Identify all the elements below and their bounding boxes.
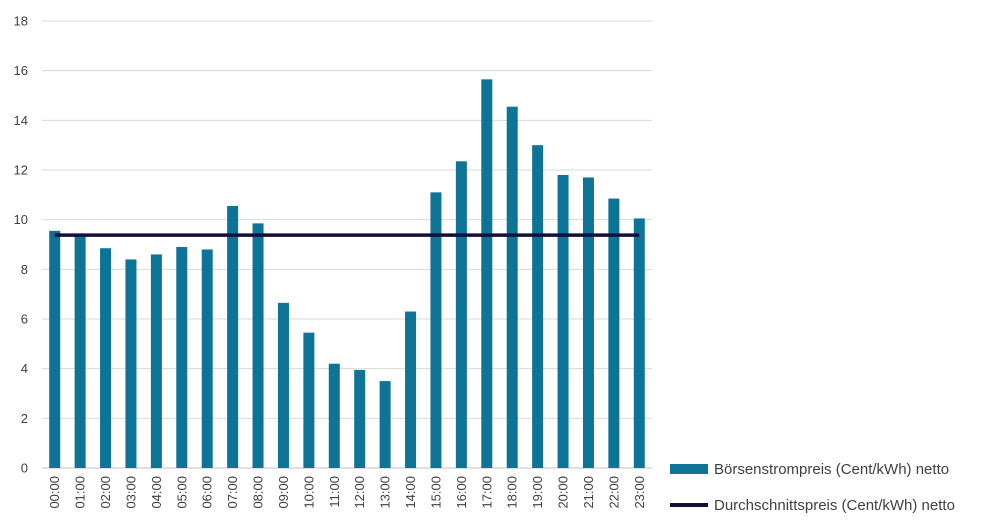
x-tick-label: 02:00 [98,476,113,509]
bar [506,106,518,469]
legend-swatch-bar [670,464,708,474]
bar [328,363,340,468]
bar [608,198,620,468]
bar [125,259,137,468]
x-tick-label: 00:00 [47,476,62,509]
x-tick-label: 09:00 [276,476,291,509]
legend-label-bar: Börsenstrompreis (Cent/kWh) netto [714,460,950,478]
bar [74,234,86,468]
bar [176,246,188,468]
y-tick-label: 18 [14,14,28,29]
x-tick-label: 03:00 [123,476,138,509]
x-tick-label: 08:00 [251,476,266,509]
x-tick-label: 23:00 [632,476,647,509]
x-tick-label: 05:00 [174,476,189,509]
legend-label-line: Durchschnittspreis (Cent/kWh) netto [714,496,955,514]
x-tick-label: 10:00 [301,476,316,509]
legend: Börsenstrompreis (Cent/kWh) netto Durchs… [670,458,990,530]
bar [277,302,289,468]
legend-item-bar: Börsenstrompreis (Cent/kWh) netto [670,458,990,480]
x-tick-label: 19:00 [530,476,545,509]
x-tick-label: 04:00 [149,476,164,509]
bar [532,145,544,468]
x-tick-label: 01:00 [73,476,88,509]
bar [354,369,366,468]
x-tick-label: 11:00 [327,476,342,508]
bar [379,381,391,468]
bar [150,254,162,468]
legend-swatch-line [670,503,708,507]
x-tick-label: 13:00 [378,476,393,509]
x-tick-label: 17:00 [479,476,494,509]
bar [430,192,442,468]
x-tick-label: 21:00 [581,476,596,509]
x-tick-label: 16:00 [454,476,469,509]
y-tick-label: 8 [21,262,28,277]
bar [303,332,315,468]
bar [405,311,417,468]
x-axis: 00:00 01:00 02:00 03:00 04:00 05:00 06:00 07:00… [47,476,647,509]
bar [481,79,493,468]
y-tick-label: 4 [21,361,28,376]
y-tick-label: 2 [21,411,28,426]
y-tick-label: 0 [21,461,28,476]
x-tick-label: 15:00 [428,476,443,509]
bar [100,248,112,468]
bar [455,161,467,468]
y-tick-label: 16 [14,63,28,78]
bar [49,230,61,468]
y-axis: 0 2 4 6 8 10 12 14 16 18 [14,14,28,476]
bar [201,249,213,468]
gridlines [42,20,652,469]
y-tick-label: 14 [14,113,28,128]
x-tick-label: 20:00 [556,476,571,509]
x-tick-label: 18:00 [505,476,520,509]
bar [557,174,569,468]
x-tick-label: 07:00 [225,476,240,509]
bar [227,206,239,468]
bar-series [49,79,645,469]
legend-item-line: Durchschnittspreis (Cent/kWh) netto [670,494,990,516]
bar [582,177,594,468]
x-tick-label: 06:00 [200,476,215,509]
y-tick-label: 10 [14,212,28,227]
x-tick-label: 12:00 [352,476,367,509]
x-tick-label: 22:00 [606,476,621,509]
bar [252,223,264,468]
bar [633,218,645,468]
x-tick-label: 14:00 [403,476,418,509]
y-tick-label: 12 [14,163,28,178]
y-tick-label: 6 [21,312,28,327]
